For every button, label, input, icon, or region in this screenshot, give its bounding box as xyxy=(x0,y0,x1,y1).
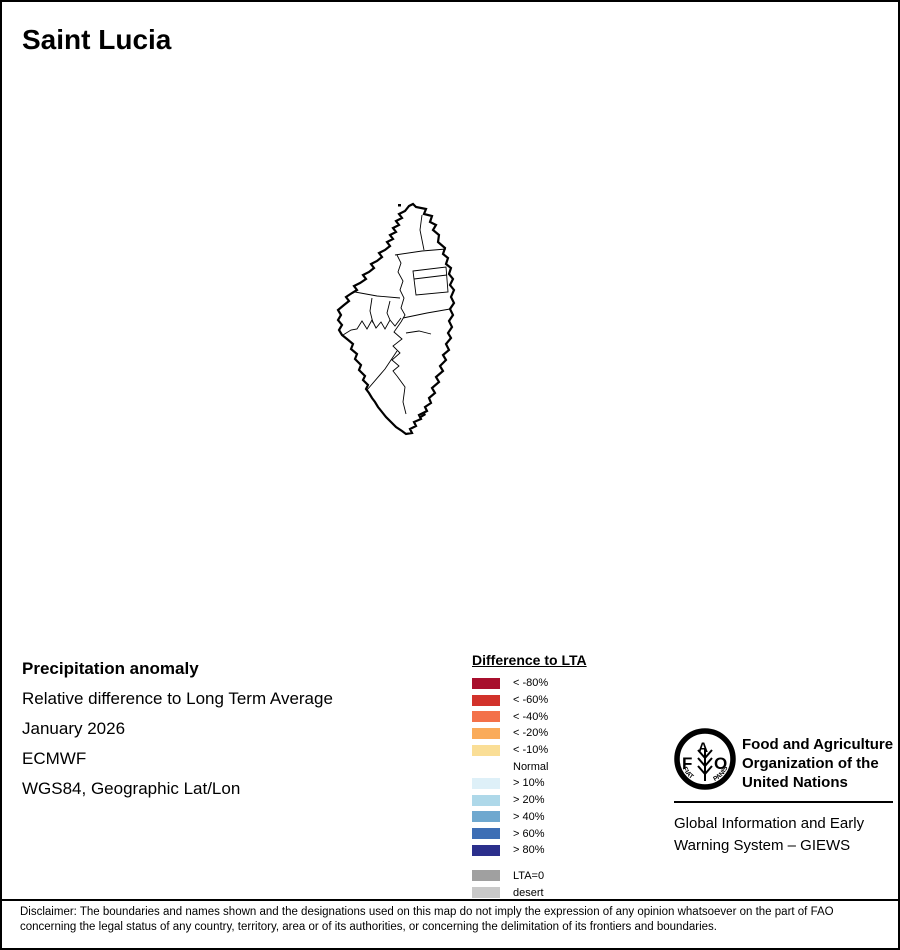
legend-label: > 80% xyxy=(513,844,545,857)
legend-swatch xyxy=(472,744,500,756)
saint-lucia-map xyxy=(328,194,468,444)
legend-row: < -60% xyxy=(472,692,587,709)
fao-org-line2: Organization of the xyxy=(742,755,879,772)
legend-label: > 60% xyxy=(513,827,545,840)
legend: Difference to LTA < -80% < -60% < -40% < -2… xyxy=(472,652,587,901)
legend-label: < -10% xyxy=(513,744,549,757)
legend-label: < -60% xyxy=(513,694,549,707)
legend-swatch xyxy=(472,794,500,806)
fao-org-line1: Food and Agriculture xyxy=(742,736,894,753)
legend-row: desert xyxy=(472,884,587,901)
disclaimer-line2: concerning the legal status of any count… xyxy=(20,920,717,933)
legend-label: > 20% xyxy=(513,794,545,807)
legend-row: < -20% xyxy=(472,725,587,742)
disclaimer-separator-line xyxy=(2,899,898,901)
legend-row: > 60% xyxy=(472,825,587,842)
legend-swatch xyxy=(472,694,500,706)
legend-label: > 10% xyxy=(513,777,545,790)
legend-row: > 80% xyxy=(472,842,587,859)
fao-separator-line xyxy=(674,801,893,803)
legend-swatch xyxy=(472,870,500,882)
fao-logo-letter-a: A xyxy=(698,739,708,755)
legend-label: desert xyxy=(513,886,544,899)
legend-swatch xyxy=(472,727,500,739)
disclaimer-line1: Disclaimer: The boundaries and names sho… xyxy=(20,906,834,918)
legend-label: < -80% xyxy=(513,677,549,690)
legend-row: < -10% xyxy=(472,742,587,759)
map-info-source: ECMWF xyxy=(22,749,87,768)
district-boundaries xyxy=(342,214,451,415)
giews-line2: Warning System – GIEWS xyxy=(674,837,851,854)
legend-row: LTA=0 xyxy=(472,868,587,885)
island-outline xyxy=(336,202,456,436)
map-info-projection: WGS84, Geographic Lat/Lon xyxy=(22,779,241,798)
legend-row: > 40% xyxy=(472,809,587,826)
legend-rows: < -80% < -60% < -40% < -20% < -10% Normal > 10… xyxy=(472,675,587,901)
legend-swatch xyxy=(472,677,500,689)
legend-spacer xyxy=(472,859,587,868)
legend-swatch xyxy=(472,777,500,789)
fao-logo-wheat-icon xyxy=(697,749,713,781)
map-info-block: Precipitation anomaly Relative differenc… xyxy=(22,654,333,804)
legend-title: Difference to LTA xyxy=(472,652,587,668)
legend-swatch xyxy=(472,811,500,823)
legend-swatch xyxy=(472,828,500,840)
disclaimer: Disclaimer: The boundaries and names sho… xyxy=(20,905,880,934)
saint-lucia-map-svg xyxy=(336,202,456,436)
legend-row: > 10% xyxy=(472,775,587,792)
fao-org-line3: United Nations xyxy=(742,774,848,791)
legend-row: < -40% xyxy=(472,708,587,725)
fao-logo: F A O FIAT PANIS xyxy=(674,728,736,790)
map-info-heading: Precipitation anomaly xyxy=(22,659,199,678)
legend-label: > 40% xyxy=(513,810,545,823)
legend-swatch xyxy=(472,761,500,773)
fao-logo-letter-f: F xyxy=(682,754,692,773)
fao-logo-letter-o: O xyxy=(714,754,727,773)
giews-caption: Global Information and Early Warning Sys… xyxy=(674,813,864,857)
legend-swatch xyxy=(472,887,500,899)
legend-row: > 20% xyxy=(472,792,587,809)
islets xyxy=(398,204,426,418)
fao-org-name: Food and Agriculture Organization of the… xyxy=(742,735,893,792)
page-title: Saint Lucia xyxy=(22,24,172,55)
legend-label: Normal xyxy=(513,760,549,773)
legend-swatch xyxy=(472,711,500,723)
legend-row: < -80% xyxy=(472,675,587,692)
giews-line1: Global Information and Early xyxy=(674,815,865,832)
legend-row: Normal xyxy=(472,758,587,775)
legend-label: LTA=0 xyxy=(513,869,545,882)
legend-label: < -40% xyxy=(513,710,549,723)
legend-label: < -20% xyxy=(513,727,549,740)
map-info-period: January 2026 xyxy=(22,719,126,738)
legend-swatch xyxy=(472,844,500,856)
map-info-subtitle: Relative difference to Long Term Average xyxy=(22,689,333,708)
